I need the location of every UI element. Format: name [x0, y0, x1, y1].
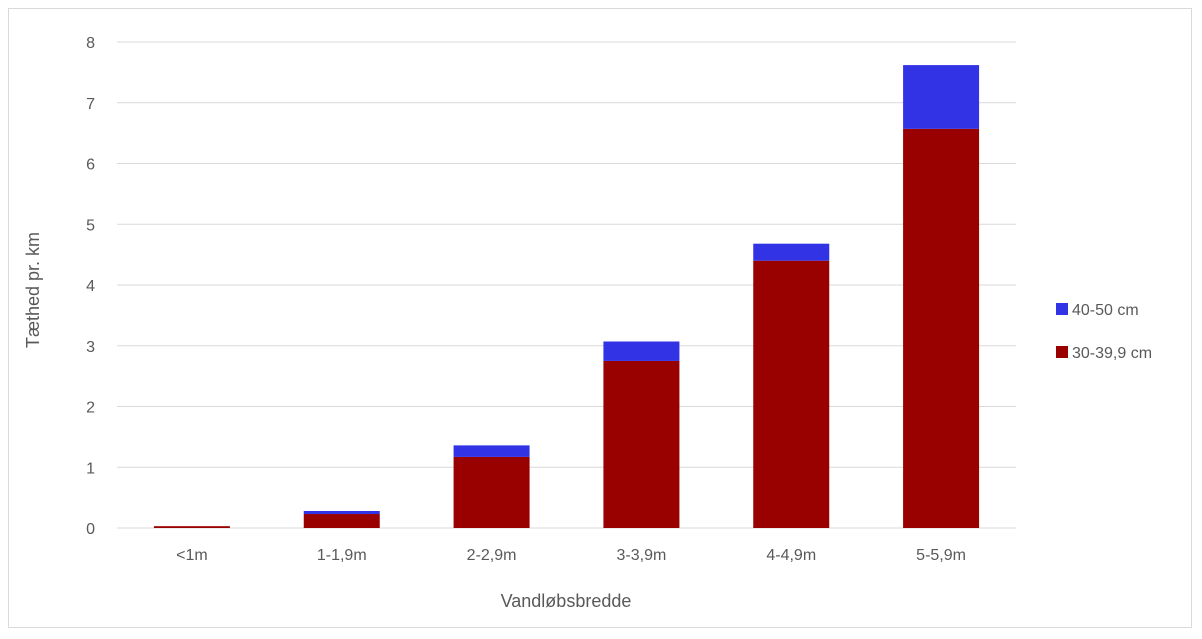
x-tick-label: <1m [176, 547, 208, 564]
bar-segment [453, 456, 530, 528]
bar-chart: 0 1 2 3 4 5 6 7 8 <1m 1-1,9m 2-2,9m 3-3,9m 4-4,9m 5-5… [23, 35, 1152, 611]
y-tick-label: 4 [86, 278, 95, 295]
y-tick-label: 8 [86, 35, 95, 52]
x-tick-label: 1-1,9m [317, 547, 367, 564]
bar-segment [603, 360, 680, 528]
gridlines [117, 41, 1016, 529]
legend-label: 30-39,9 cm [1072, 345, 1152, 362]
legend: 40-50 cm 30-39,9 cm [1056, 302, 1152, 362]
bars [153, 65, 980, 528]
y-axis-label: Tæthed pr. km [23, 232, 43, 348]
legend-swatch [1056, 346, 1068, 358]
x-axis-ticks: <1m 1-1,9m 2-2,9m 3-3,9m 4-4,9m 5-5,9m [176, 547, 966, 564]
x-axis-label: Vandløbsbredde [501, 591, 632, 611]
bar-segment [303, 510, 380, 515]
y-tick-label: 1 [86, 460, 95, 477]
y-tick-label: 5 [86, 217, 95, 234]
y-tick-label: 6 [86, 157, 95, 174]
y-tick-label: 3 [86, 339, 95, 356]
y-axis-ticks: 0 1 2 3 4 5 6 7 8 [86, 35, 95, 538]
y-tick-label: 2 [86, 400, 95, 417]
bar-segment [753, 243, 830, 261]
legend-label: 40-50 cm [1072, 302, 1139, 319]
legend-swatch [1056, 303, 1068, 315]
x-tick-label: 2-2,9m [467, 547, 517, 564]
bar-segment [903, 65, 980, 129]
x-tick-label: 5-5,9m [916, 547, 966, 564]
y-tick-label: 0 [86, 521, 95, 538]
x-tick-label: 3-3,9m [617, 547, 667, 564]
x-tick-label: 4-4,9m [766, 547, 816, 564]
bar-segment [603, 341, 680, 361]
bar-segment [153, 526, 230, 528]
y-tick-label: 7 [86, 96, 95, 113]
bar-segment [753, 260, 830, 528]
bar-segment [303, 514, 380, 528]
chart-frame: 0 1 2 3 4 5 6 7 8 <1m 1-1,9m 2-2,9m 3-3,9m 4-4,9m 5-5… [8, 8, 1192, 628]
bar-segment [903, 128, 980, 528]
bar-segment [453, 445, 530, 457]
